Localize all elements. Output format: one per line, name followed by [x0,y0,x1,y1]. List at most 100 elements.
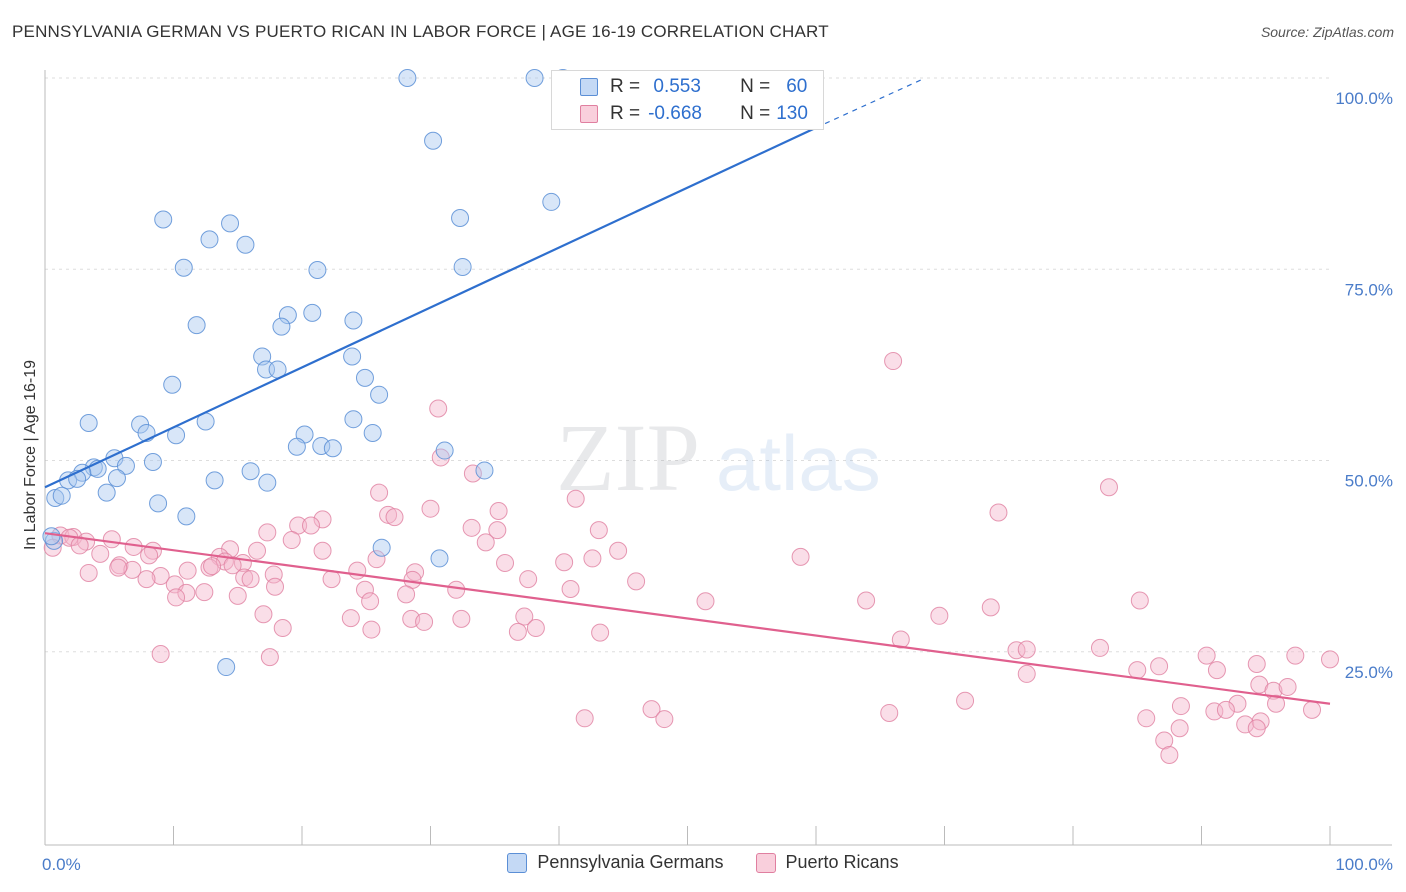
legend-swatch-pink [755,852,776,873]
data-point-pennsylvania-germans [372,538,391,557]
trend-line-extension-pennsylvania-germans [815,77,926,129]
data-point-puerto-ricans [43,538,62,557]
y-tick-label: 25.0% [1345,663,1393,682]
data-point-puerto-ricans [880,703,899,722]
data-point-puerto-ricans [362,620,381,639]
data-point-puerto-ricans [1155,731,1174,750]
data-point-puerto-ricans [151,645,170,664]
data-point-puerto-ricans [361,592,380,611]
data-point-pennsylvania-germans [542,192,561,211]
data-point-puerto-ricans [1286,646,1305,665]
data-point-puerto-ricans [1137,709,1156,728]
source-label: Source: ZipAtlas.com [1260,24,1394,40]
data-point-puerto-ricans [79,563,98,582]
data-point-puerto-ricans [884,352,903,371]
data-point-pennsylvania-germans [149,494,168,513]
data-point-puerto-ricans [583,549,602,568]
data-point-puerto-ricans [137,570,156,589]
data-point-puerto-ricans [515,607,534,626]
chart-title: PENNSYLVANIA GERMAN VS PUERTO RICAN IN L… [12,22,829,41]
data-point-puerto-ricans [989,503,1008,522]
legend-row-puerto-ricans: R = -0.668 N = 130 [552,101,808,127]
data-point-pennsylvania-germans [344,311,363,330]
data-point-puerto-ricans [452,609,471,628]
data-point-pennsylvania-germans [451,208,470,227]
legend-swatch-pink [580,105,598,123]
legend-r-label: R = [610,76,641,97]
data-point-pennsylvania-germans [398,69,417,87]
legend-r-value: -0.668 [648,103,702,124]
legend-swatch-blue [507,852,528,873]
data-point-pennsylvania-germans [52,486,71,505]
data-point-puerto-ricans [322,570,341,589]
legend-r-label: R = [610,103,641,124]
data-point-puerto-ricans [1267,694,1286,713]
data-point-pennsylvania-germans [236,235,255,254]
y-tick-label: 100.0% [1335,89,1393,108]
data-point-pennsylvania-germans [97,483,116,502]
data-point-puerto-ricans [1197,646,1216,665]
data-point-puerto-ricans [791,547,810,566]
data-point-puerto-ricans [1150,657,1169,676]
data-point-puerto-ricans [1007,641,1026,660]
data-point-pennsylvania-germans [177,507,196,526]
data-point-puerto-ricans [167,588,186,607]
trend-lines [44,77,1331,705]
data-point-pennsylvania-germans [217,658,236,677]
data-point-puerto-ricans [1130,591,1149,610]
data-point-puerto-ricans [203,557,222,576]
data-point-puerto-ricans [313,510,332,529]
legend-n-value: 130 [776,103,808,124]
data-point-pennsylvania-germans [241,462,260,481]
data-point-pennsylvania-germans [205,471,224,490]
data-point-puerto-ricans [956,691,975,710]
trend-line-pennsylvania-germans [44,126,817,489]
data-point-puerto-ricans [178,561,197,580]
data-point-puerto-ricans [591,623,610,642]
data-point-puerto-ricans [642,700,661,719]
data-point-pennsylvania-germans [453,257,472,276]
data-point-pennsylvania-germans [187,316,206,335]
data-point-pennsylvania-germans [154,210,173,229]
data-point-puerto-ricans [195,583,214,602]
data-point-puerto-ricans [696,592,715,611]
data-point-puerto-ricans [1247,654,1266,673]
data-point-puerto-ricans [1278,677,1297,696]
data-point-puerto-ricans [385,508,404,527]
data-point-puerto-ricans [266,577,285,596]
data-point-puerto-ricans [370,483,389,502]
data-point-pennsylvania-germans [287,437,306,456]
data-point-puerto-ricans [258,523,277,542]
legend-item-puerto-ricans[interactable]: Puerto Ricans [755,852,899,873]
data-point-puerto-ricans [930,606,949,625]
data-point-puerto-ricans [248,541,267,560]
data-point-puerto-ricans [151,567,170,586]
data-point-pennsylvania-germans [272,317,291,336]
data-point-puerto-ricans [123,560,142,579]
legend-n-label: N = [740,76,771,97]
legend-n-value: 60 [786,76,808,97]
data-point-pennsylvania-germans [221,214,240,233]
data-point-puerto-ricans [1160,746,1179,765]
data-point-puerto-ricans [566,489,585,508]
data-point-puerto-ricans [140,546,159,565]
watermark-zip: ZIP [556,404,700,511]
watermark-atlas: atlas [716,419,881,507]
data-point-puerto-ricans [1017,640,1036,659]
data-point-puerto-ricans [488,521,507,540]
data-point-puerto-ricans [313,541,332,560]
data-point-puerto-ricans [1303,700,1322,719]
series-puerto-ricans [43,352,1339,765]
data-point-puerto-ricans [1128,661,1147,680]
data-point-puerto-ricans [355,580,374,599]
data-point-puerto-ricans [555,553,574,572]
data-point-pennsylvania-germans [370,385,389,404]
watermark: ZIP atlas [556,404,881,511]
data-point-puerto-ricans [981,598,1000,617]
data-point-puerto-ricans [260,648,279,667]
data-point-puerto-ricans [348,561,367,580]
data-point-puerto-ricans [1090,638,1109,657]
data-point-pennsylvania-germans [163,375,182,394]
legend-item-pennsylvania-germans[interactable]: Pennsylvania Germans [507,852,724,873]
data-point-puerto-ricans [273,619,292,638]
